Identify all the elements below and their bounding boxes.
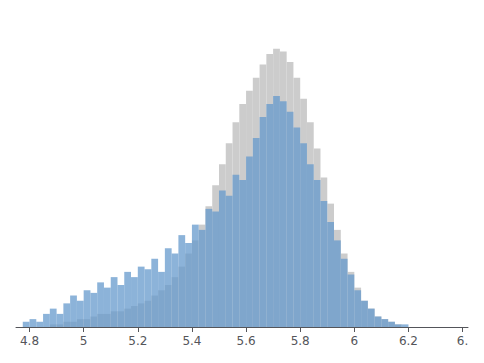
svg-text:5.8: 5.8 bbox=[291, 334, 310, 348]
svg-text:5.4: 5.4 bbox=[182, 334, 201, 348]
svg-text:5.2: 5.2 bbox=[128, 334, 147, 348]
svg-text:6: 6 bbox=[351, 334, 359, 348]
svg-text:6.: 6. bbox=[457, 334, 468, 348]
svg-text:6.2: 6.2 bbox=[399, 334, 418, 348]
svg-text:5: 5 bbox=[80, 334, 88, 348]
svg-text:5.6: 5.6 bbox=[237, 334, 256, 348]
svg-text:4.8: 4.8 bbox=[20, 334, 39, 348]
